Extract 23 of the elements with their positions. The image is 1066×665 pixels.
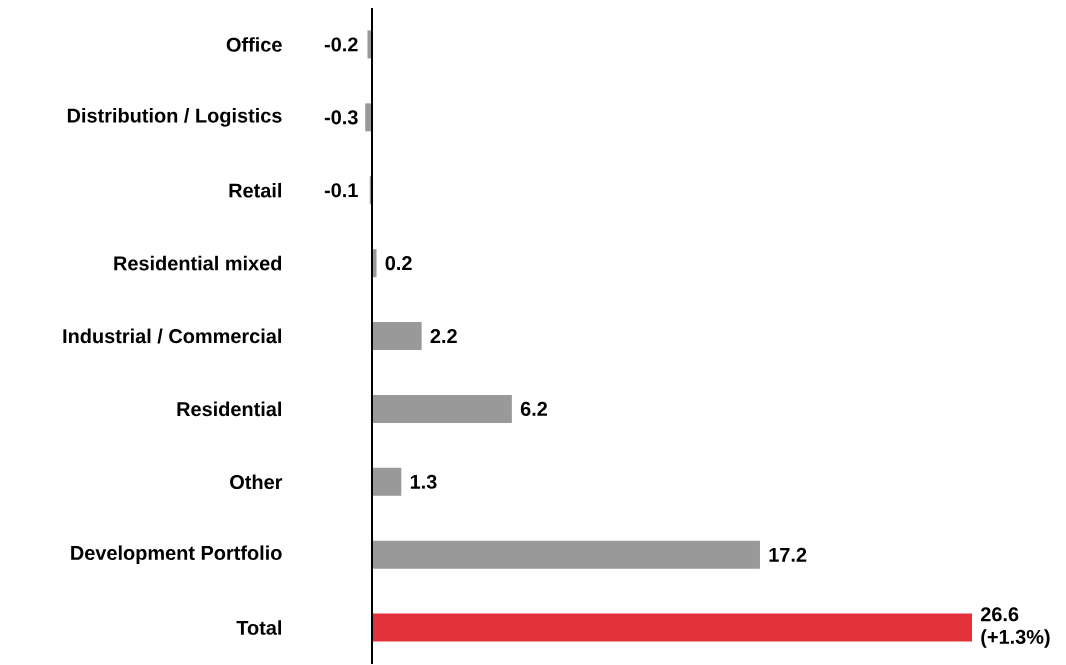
data-label: 17.2 <box>769 547 807 562</box>
y-tick-label: Residential <box>177 401 282 417</box>
y-tick-label: Retail <box>229 182 282 198</box>
bar <box>372 540 760 569</box>
bar <box>372 322 422 351</box>
data-label: 6.2 <box>520 401 548 416</box>
data-label: 1.3 <box>410 474 437 489</box>
data-label: -0.1 <box>324 183 358 198</box>
data-label: -0.3 <box>324 110 358 125</box>
data-label: -0.2 <box>324 37 358 52</box>
data-label: 2.2 <box>430 329 457 343</box>
bar <box>372 613 973 642</box>
y-tick-label: Total <box>236 620 282 635</box>
bar <box>372 467 402 496</box>
y-tick-label: Development Portfolio <box>71 545 282 564</box>
data-label: 26.6 (+1.3%) <box>980 607 1050 648</box>
y-tick-label: Residential mixed <box>114 255 282 271</box>
y-tick-label: Office <box>226 37 282 52</box>
data-label: 0.2 <box>385 256 412 271</box>
y-tick-label: Distribution / Logistics <box>67 108 282 127</box>
y-tick-label: Industrial / Commercial <box>63 328 281 344</box>
bar <box>372 394 512 423</box>
y-tick-label: Other <box>230 474 283 490</box>
